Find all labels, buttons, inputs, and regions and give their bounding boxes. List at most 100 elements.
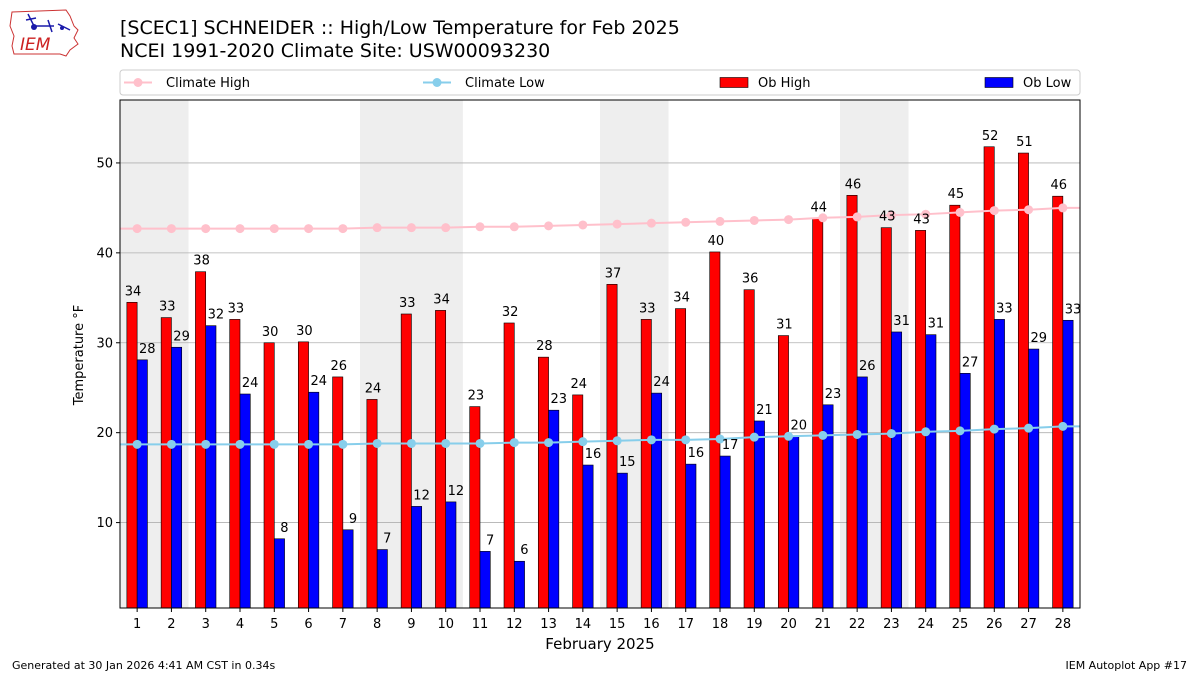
ob-high-label: 34 bbox=[125, 284, 142, 299]
ob-high-bar bbox=[1017, 152, 1029, 609]
ob-low-bar bbox=[308, 391, 320, 609]
ob-low-bar bbox=[445, 501, 457, 609]
ob-low-label: 8 bbox=[280, 521, 288, 536]
climate-high-point bbox=[921, 209, 931, 219]
climate-high-point bbox=[235, 224, 245, 234]
climate-low-line bbox=[120, 425, 1080, 446]
x-tick-label: 23 bbox=[883, 617, 900, 632]
ob-low-bar bbox=[273, 538, 285, 609]
legend-label: Climate Low bbox=[465, 76, 545, 91]
climate-high-line bbox=[120, 206, 1080, 230]
ob-low-label: 31 bbox=[893, 314, 910, 329]
ob-low-label: 12 bbox=[448, 484, 465, 499]
y-tick-label: 20 bbox=[96, 426, 113, 441]
x-tick-label: 6 bbox=[304, 617, 312, 632]
ob-high-label: 24 bbox=[365, 381, 382, 396]
ob-low-bar bbox=[582, 464, 594, 609]
ob-high-bar bbox=[1052, 195, 1064, 609]
climate-low-point bbox=[818, 430, 828, 440]
ob-low-label: 24 bbox=[242, 376, 259, 391]
climate-high-point bbox=[338, 224, 348, 234]
ob-low-label: 29 bbox=[1030, 331, 1047, 346]
x-tick-label: 7 bbox=[339, 617, 347, 632]
climate-high-point bbox=[304, 224, 314, 234]
ob-high-bar bbox=[675, 308, 687, 609]
climate-high-point bbox=[1058, 203, 1068, 213]
ob-low-label: 21 bbox=[756, 403, 773, 418]
climate-low-point bbox=[544, 438, 554, 448]
climate-high-point bbox=[201, 224, 211, 234]
climate-low-point bbox=[1058, 421, 1068, 431]
climate-high-point bbox=[441, 223, 451, 233]
ob-low-bar bbox=[136, 359, 148, 609]
ob-high-label: 33 bbox=[639, 301, 656, 316]
chart-title: [SCEC1] SCHNEIDER :: High/Low Temperatur… bbox=[120, 17, 680, 39]
ob-low-bar bbox=[993, 319, 1005, 609]
climate-high-point bbox=[475, 222, 485, 232]
climate-low-point bbox=[475, 438, 485, 448]
climate-low-point bbox=[955, 426, 965, 436]
ob-high-bar bbox=[160, 317, 172, 609]
y-tick-label: 40 bbox=[96, 246, 113, 261]
legend-label: Ob Low bbox=[1023, 76, 1072, 91]
ob-low-label: 16 bbox=[585, 447, 602, 462]
climate-low-point bbox=[989, 424, 999, 434]
climate-high-point bbox=[578, 220, 588, 230]
ob-high-label: 46 bbox=[1050, 178, 1067, 193]
ob-low-bar bbox=[925, 334, 937, 609]
x-tick-label: 21 bbox=[815, 617, 832, 632]
ob-high-bar bbox=[846, 195, 858, 609]
ob-low-label: 16 bbox=[688, 446, 705, 461]
climate-high-point bbox=[269, 224, 279, 234]
ob-high-bar bbox=[777, 335, 789, 609]
ob-low-label: 15 bbox=[619, 455, 636, 470]
climate-high-point bbox=[852, 212, 862, 222]
ob-high-bar bbox=[709, 251, 721, 609]
ob-low-label: 9 bbox=[349, 512, 357, 527]
ob-high-label: 51 bbox=[1016, 135, 1033, 150]
ob-high-bar bbox=[126, 302, 138, 609]
ob-high-label: 30 bbox=[262, 325, 279, 340]
legend-label: Climate High bbox=[166, 76, 250, 91]
ob-high-bar bbox=[332, 376, 344, 609]
ob-low-label: 29 bbox=[173, 329, 190, 344]
climate-low-point bbox=[166, 439, 176, 449]
ob-high-bar bbox=[983, 146, 995, 609]
ob-high-label: 32 bbox=[502, 305, 519, 320]
ob-high-bar bbox=[880, 227, 892, 609]
ob-low-label: 31 bbox=[928, 317, 945, 332]
ob-low-label: 24 bbox=[310, 374, 327, 389]
ob-low-label: 27 bbox=[962, 355, 979, 370]
ob-high-bar bbox=[503, 322, 515, 609]
climate-high-point bbox=[406, 223, 416, 233]
ob-low-bar bbox=[239, 393, 251, 609]
ob-high-bar bbox=[229, 319, 241, 609]
climate-low-point bbox=[612, 436, 622, 446]
ob-high-bar bbox=[195, 271, 207, 609]
ob-low-label: 7 bbox=[383, 532, 391, 547]
logo-text: IEM bbox=[20, 35, 51, 55]
x-tick-label: 28 bbox=[1055, 617, 1072, 632]
ob-low-bar bbox=[513, 560, 525, 609]
climate-high-point bbox=[612, 219, 622, 229]
x-tick-label: 18 bbox=[712, 617, 729, 632]
x-tick-label: 19 bbox=[746, 617, 763, 632]
x-axis-label: February 2025 bbox=[545, 635, 654, 653]
climate-high-point bbox=[646, 218, 656, 228]
ob-high-label: 40 bbox=[708, 234, 725, 249]
ob-low-bar bbox=[1028, 348, 1040, 609]
x-tick-label: 14 bbox=[575, 617, 592, 632]
ob-high-label: 43 bbox=[913, 212, 930, 227]
ob-low-label: 33 bbox=[1065, 302, 1082, 317]
ob-low-label: 17 bbox=[722, 438, 739, 453]
ob-high-bar bbox=[537, 356, 549, 609]
ob-high-bar bbox=[915, 230, 927, 609]
climate-low-point bbox=[269, 439, 279, 449]
ob-low-bar bbox=[376, 549, 388, 609]
ob-low-label: 32 bbox=[208, 308, 225, 323]
ob-high-label: 28 bbox=[536, 339, 553, 354]
ob-high-label: 23 bbox=[468, 389, 485, 404]
legend-box-swatch bbox=[719, 77, 749, 88]
